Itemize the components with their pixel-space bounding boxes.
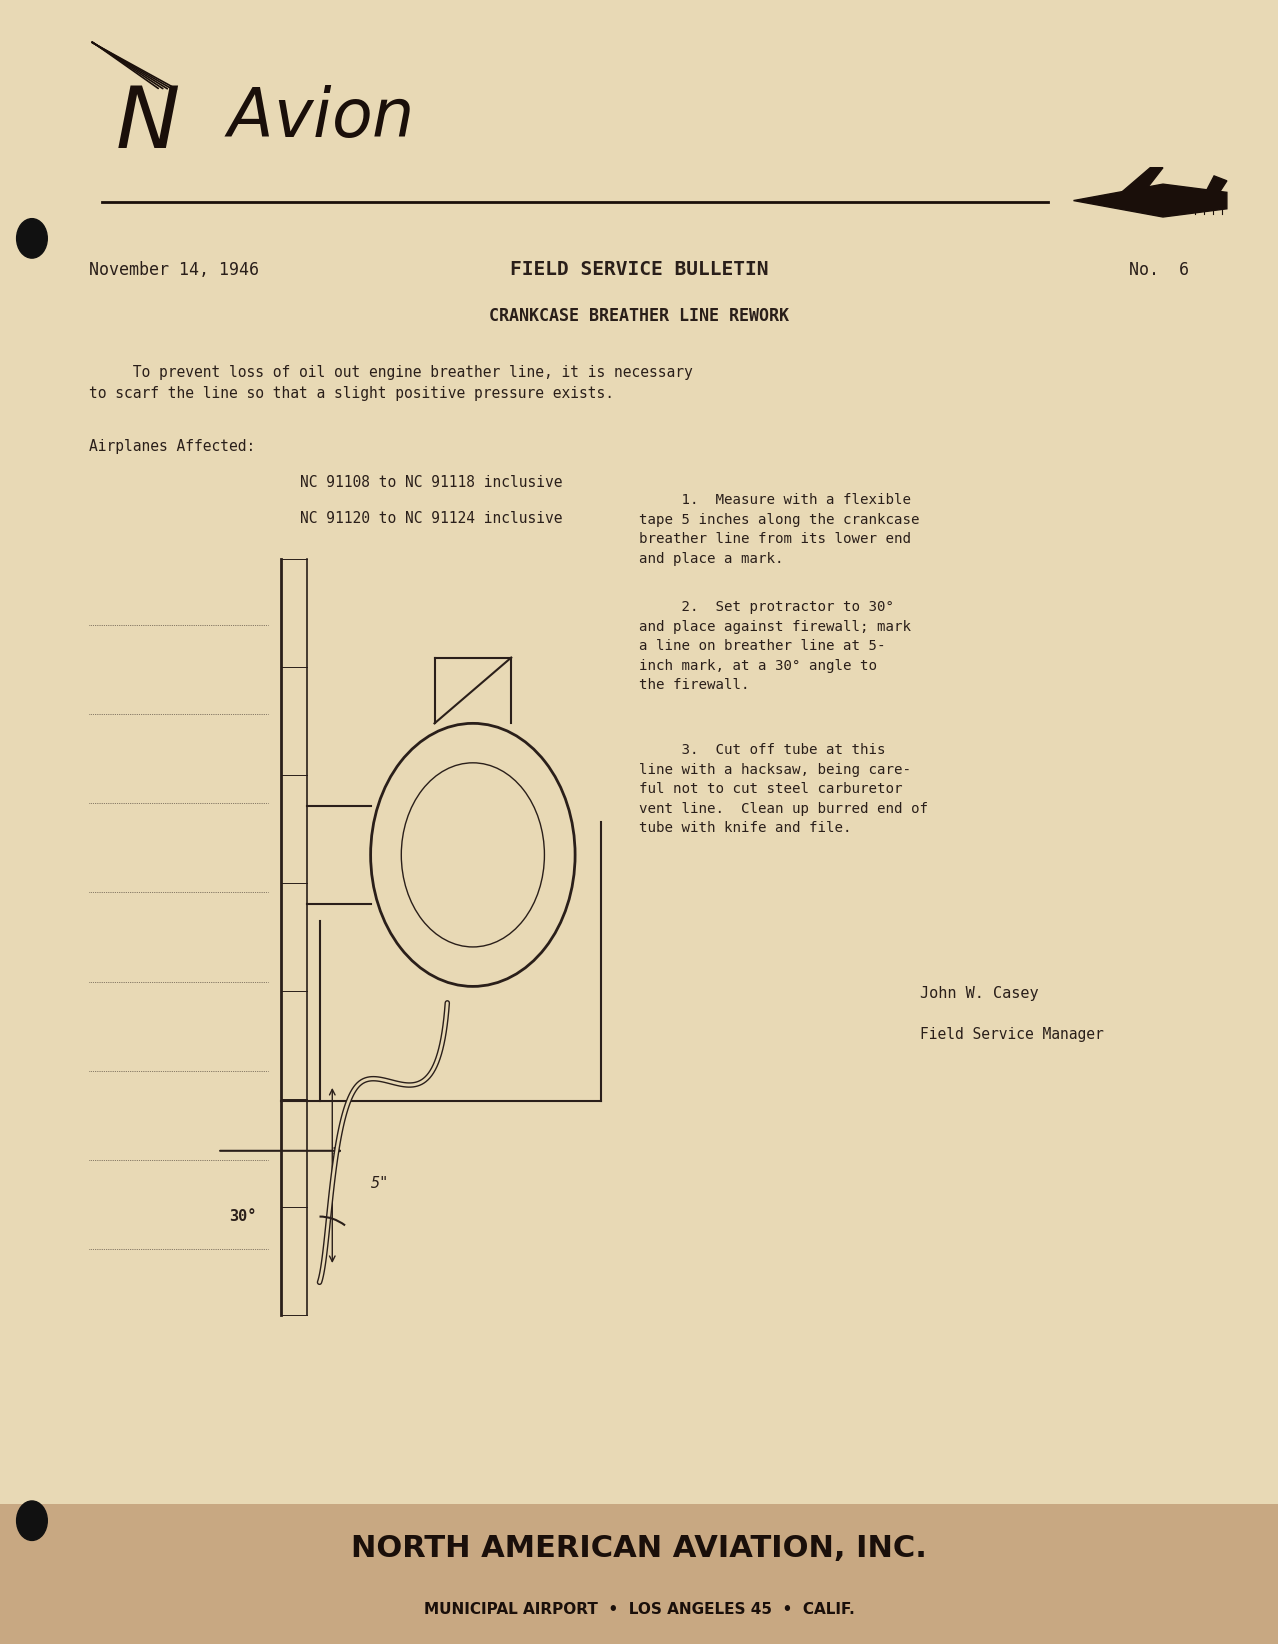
Text: FIELD SERVICE BULLETIN: FIELD SERVICE BULLETIN [510,260,768,279]
Text: No.  6: No. 6 [1128,261,1189,278]
Text: $\mathit{N}$: $\mathit{N}$ [115,82,179,164]
Text: 30°: 30° [229,1208,257,1225]
Circle shape [17,219,47,258]
Text: NORTH AMERICAN AVIATION, INC.: NORTH AMERICAN AVIATION, INC. [351,1534,927,1563]
Text: 5": 5" [371,1175,389,1192]
Text: CRANKCASE BREATHER LINE REWORK: CRANKCASE BREATHER LINE REWORK [489,307,789,324]
Text: $\mathit{Avion}$: $\mathit{Avion}$ [224,85,412,151]
Polygon shape [1074,184,1227,217]
FancyBboxPatch shape [64,526,613,1447]
Text: To prevent loss of oil out engine breather line, it is necessary
to scarf the li: To prevent loss of oil out engine breath… [89,365,693,401]
Text: NC 91108 to NC 91118 inclusive: NC 91108 to NC 91118 inclusive [230,475,562,490]
Text: John W. Casey: John W. Casey [920,986,1039,1001]
Text: 1.  Measure with a flexible
tape 5 inches along the crankcase
breather line from: 1. Measure with a flexible tape 5 inches… [639,493,919,566]
Polygon shape [1201,176,1227,201]
Circle shape [371,723,575,986]
Text: NC 91120 to NC 91124 inclusive: NC 91120 to NC 91124 inclusive [230,511,562,526]
Text: MUNICIPAL AIRPORT  •  LOS ANGELES 45  •  CALIF.: MUNICIPAL AIRPORT • LOS ANGELES 45 • CAL… [423,1601,855,1616]
Text: 2.  Set protractor to 30°
and place against firewall; mark
a line on breather li: 2. Set protractor to 30° and place again… [639,600,911,692]
Circle shape [17,1501,47,1540]
Text: Field Service Manager: Field Service Manager [920,1028,1104,1042]
Text: Airplanes Affected:: Airplanes Affected: [89,439,256,454]
Text: November 14, 1946: November 14, 1946 [89,261,259,278]
Text: 3.  Cut off tube at this
line with a hacksaw, being care-
ful not to cut steel c: 3. Cut off tube at this line with a hack… [639,743,928,835]
FancyBboxPatch shape [0,1504,1278,1644]
Polygon shape [1112,168,1163,201]
Circle shape [401,763,544,947]
